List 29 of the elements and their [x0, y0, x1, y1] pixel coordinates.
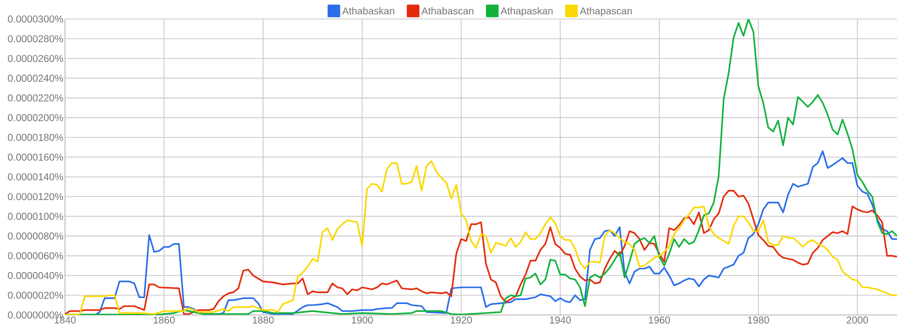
y-tick-label: 0.0000120%: [8, 193, 64, 200]
x-tick-label: 1840: [54, 316, 76, 324]
x-tick-label: 1880: [252, 316, 274, 324]
y-tick-label: 0.0000300%: [8, 15, 64, 23]
x-tick-label: 1960: [648, 316, 670, 324]
x-tick-label: 1860: [154, 316, 175, 324]
x-tick-label: 1920: [450, 316, 472, 324]
y-tick-label: 0.0000100%: [8, 212, 64, 220]
x-tick-label: 1900: [352, 316, 373, 324]
y-tick-label: 0.0000080%: [8, 232, 64, 240]
y-tick-label: 0.0000180%: [8, 134, 64, 141]
y-tick-label: 0.0000140%: [8, 173, 64, 180]
y-tick-label: 0.0000220%: [8, 94, 64, 102]
legend-label: Athabaskan: [342, 7, 394, 14]
legend-label: Athabascan: [421, 7, 474, 14]
x-tick-label: 1940: [550, 316, 571, 324]
y-tick-label: 0.0000040%: [8, 272, 64, 280]
y-tick-label: 0.0000280%: [8, 35, 64, 42]
legend-label: Athapaskan: [500, 7, 553, 16]
x-tick-label: 1980: [748, 316, 770, 324]
y-tick-label: 0.0000260%: [8, 54, 64, 62]
y-tick-label: 0.0000240%: [8, 74, 64, 82]
y-tick-label: 0.0000020%: [8, 292, 64, 299]
x-tick-label: 2000: [846, 316, 868, 324]
y-tick-label: 0.0000060%: [8, 252, 64, 260]
y-tick-label: 0.0000000%: [8, 311, 64, 319]
legend-label: Athapascan: [580, 7, 632, 16]
y-tick-label: 0.0000160%: [8, 154, 64, 161]
y-tick-label: 0.0000200%: [8, 114, 64, 122]
